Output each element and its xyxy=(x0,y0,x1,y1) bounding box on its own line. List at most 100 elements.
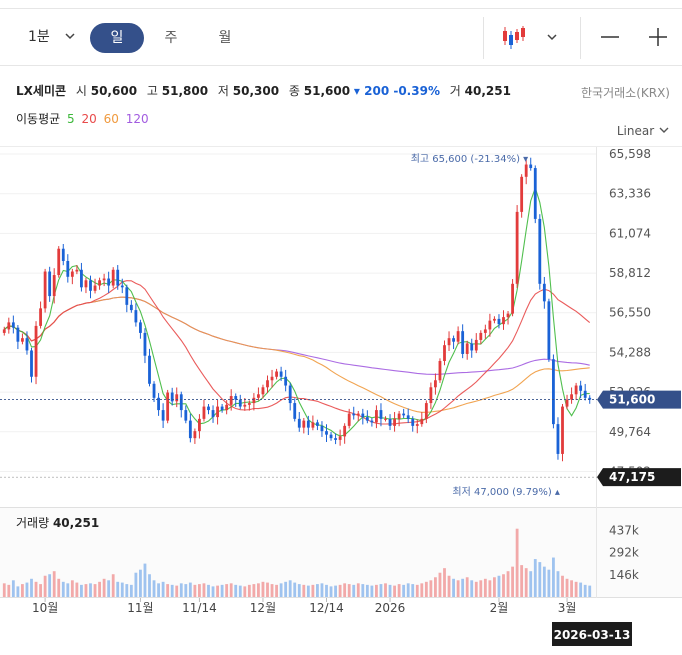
candle-body xyxy=(225,404,229,411)
volume-bar xyxy=(434,577,437,597)
candle-body xyxy=(57,248,61,276)
zoom-out-button[interactable] xyxy=(596,23,624,51)
volume-bar xyxy=(16,586,20,597)
candle-body xyxy=(329,434,333,439)
candle-body xyxy=(474,339,478,351)
volume-bar xyxy=(216,585,219,597)
volume-bar xyxy=(80,584,83,597)
high-label: 고 xyxy=(146,84,158,98)
volume-bar xyxy=(52,571,56,597)
ma-legend-label: 이동평균 xyxy=(16,112,61,126)
chart-toolbar: 1분 일 주 월 xyxy=(0,8,682,66)
crosshair-price-tag xyxy=(597,468,681,487)
volume-bar xyxy=(438,572,442,597)
tab-week[interactable]: 주 xyxy=(156,23,186,53)
candle-body xyxy=(102,278,106,281)
candle-body xyxy=(520,176,524,212)
candle-body xyxy=(188,420,192,439)
volume-bar xyxy=(266,582,269,597)
candle-body xyxy=(465,343,469,354)
candle-body xyxy=(479,332,483,340)
candle-body xyxy=(243,404,247,407)
candle-body xyxy=(148,355,151,384)
volume-bar xyxy=(524,568,528,597)
volume-bar xyxy=(284,581,288,597)
candle-body xyxy=(270,376,274,381)
volume-bar xyxy=(579,582,583,597)
candle-body xyxy=(84,280,88,288)
candle-body xyxy=(157,397,160,411)
zoom-in-button[interactable] xyxy=(644,23,672,51)
volume-bar xyxy=(157,583,160,597)
candle-body xyxy=(361,413,365,418)
volume-label: 거 xyxy=(449,84,461,98)
chevron-down-icon xyxy=(546,25,558,53)
candle-body xyxy=(220,406,224,411)
candle-body xyxy=(552,359,555,425)
volume-bar xyxy=(152,580,156,597)
volume-bar xyxy=(588,585,592,597)
volume-bar xyxy=(325,584,328,597)
y-tick-label: 65,598 xyxy=(609,147,651,161)
volume-bar xyxy=(443,568,446,597)
candle-body xyxy=(179,394,183,411)
candle-body xyxy=(424,403,428,419)
volume-bar xyxy=(57,578,61,597)
candle-body xyxy=(343,425,347,437)
chart-type-selector[interactable] xyxy=(498,21,564,53)
volume-bar xyxy=(48,574,52,597)
candle-body xyxy=(556,424,560,454)
volume-bar xyxy=(107,580,111,597)
candlestick-icon xyxy=(500,23,528,55)
volume-bar xyxy=(179,583,183,597)
volume-bar xyxy=(565,578,569,597)
candle-body xyxy=(538,218,542,284)
candle-body xyxy=(502,317,505,325)
candle-body xyxy=(438,360,442,381)
volume-bar xyxy=(148,574,151,597)
open-label: 시 xyxy=(75,84,87,98)
candle-body xyxy=(406,415,410,419)
volume-bar xyxy=(352,584,356,597)
volume-bar xyxy=(365,584,369,597)
candle-body xyxy=(70,271,74,277)
volume-bar xyxy=(211,586,215,597)
candle-body xyxy=(184,410,188,421)
volume-bar xyxy=(243,586,247,597)
volume-title: 거래량 40,251 xyxy=(16,514,99,531)
candle-body xyxy=(542,283,546,302)
candle-body xyxy=(447,338,451,346)
volume-bar xyxy=(61,581,65,597)
candle-body xyxy=(111,269,115,286)
volume-bar xyxy=(270,584,274,597)
volume-bar xyxy=(461,578,465,597)
tab-month[interactable]: 월 xyxy=(210,23,240,53)
candle-body xyxy=(488,320,492,330)
close-value: 51,600 xyxy=(303,84,351,98)
volume-bar xyxy=(520,565,524,597)
volume-bar xyxy=(297,584,301,597)
y-tick-label: 52,026 xyxy=(609,385,651,399)
candle-body xyxy=(547,301,551,360)
volume-bar xyxy=(570,580,573,597)
x-tick-label: 11월 xyxy=(127,601,153,615)
candle-body xyxy=(402,413,406,416)
candle-body xyxy=(279,371,283,377)
volume-bar xyxy=(506,571,510,597)
candle-body xyxy=(238,399,242,407)
selected-date-label: 2026-03-13 xyxy=(554,628,631,642)
volume-bar xyxy=(379,584,383,597)
x-tick-label: 11/14 xyxy=(182,601,217,615)
volume-bar xyxy=(411,584,415,597)
volume-bar xyxy=(229,583,233,597)
tab-day[interactable]: 일 xyxy=(90,23,144,53)
high-annotation: 최고 65,600 (-21.34%) ▾ xyxy=(411,153,529,165)
scale-selector[interactable]: Linear xyxy=(617,124,670,138)
low-annotation: 최저 47,000 (9.79%) ▴ xyxy=(452,486,560,498)
candle-body xyxy=(524,164,528,177)
y-tick-label: 58,812 xyxy=(609,266,651,280)
volume-bar xyxy=(465,577,469,597)
volume-bar xyxy=(384,583,387,597)
interval-selector[interactable]: 1분 xyxy=(28,9,75,65)
candle-body xyxy=(515,211,519,284)
